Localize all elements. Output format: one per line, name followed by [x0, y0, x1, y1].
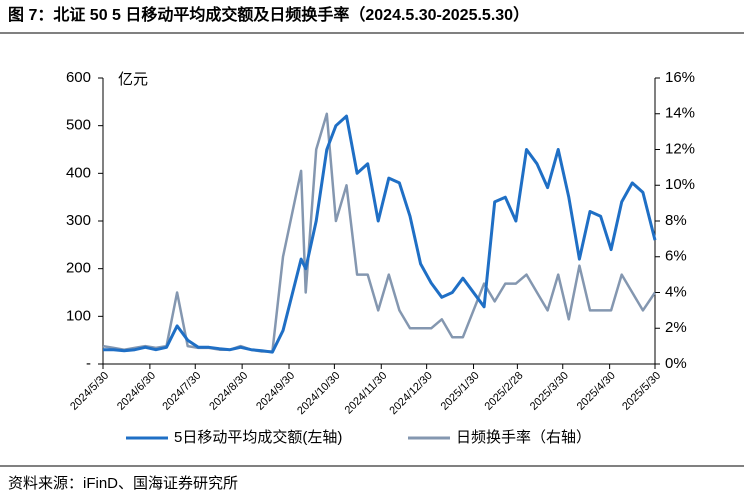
x-tick-label: 2024/9/30 — [254, 370, 297, 413]
y-tick-label: 500 — [66, 117, 91, 134]
y2-tick-label: 2% — [665, 319, 687, 336]
x-tick-label: 2025/2/28 — [482, 370, 525, 413]
x-tick-label: 2025/5/30 — [620, 370, 663, 413]
y-tick-label: - — [86, 355, 91, 372]
y2-tick-label: 6% — [665, 248, 687, 265]
y-tick-label: 300 — [66, 212, 91, 229]
y2-tick-label: 0% — [665, 355, 687, 372]
y-tick-label: 200 — [66, 260, 91, 277]
x-tick-label: 2025/4/30 — [575, 370, 618, 413]
x-tick-label: 2024/12/30 — [387, 370, 434, 417]
y2-tick-label: 12% — [665, 140, 695, 157]
series-line — [102, 112, 657, 353]
y-tick-label: 400 — [66, 164, 91, 181]
y-tick-label: 100 — [66, 307, 91, 324]
x-tick-label: 2024/8/30 — [207, 370, 250, 413]
y2-tick-label: 8% — [665, 212, 687, 229]
chart-title: 图 7：北证 50 5 日移动平均成交额及日频换手率（2024.5.30-202… — [8, 5, 529, 24]
x-tick-label: 2024/10/30 — [295, 370, 342, 417]
source: 资料来源：iFinD、国海证券研究所 — [8, 475, 238, 492]
y2-tick-label: 10% — [665, 176, 695, 193]
legend-label: 日频换手率（右轴） — [456, 429, 591, 446]
x-tick-label: 2025/1/30 — [439, 370, 482, 413]
x-tick-label: 2025/3/30 — [528, 370, 571, 413]
x-tick-label: 2024/7/30 — [160, 370, 203, 413]
series-line — [103, 114, 657, 354]
x-tick-label: 2024/6/30 — [115, 370, 158, 413]
y2-tick-label: 4% — [665, 283, 687, 300]
x-tick-label: 2024/11/30 — [343, 370, 390, 417]
x-tick-label: 2024/5/30 — [68, 370, 111, 413]
y2-tick-label: 14% — [665, 105, 695, 122]
y2-tick-label: 16% — [665, 69, 695, 86]
y-unit: 亿元 — [118, 71, 148, 88]
y-tick-label: 600 — [66, 69, 91, 86]
legend-label: 5日移动平均成交额(左轴) — [174, 428, 342, 446]
